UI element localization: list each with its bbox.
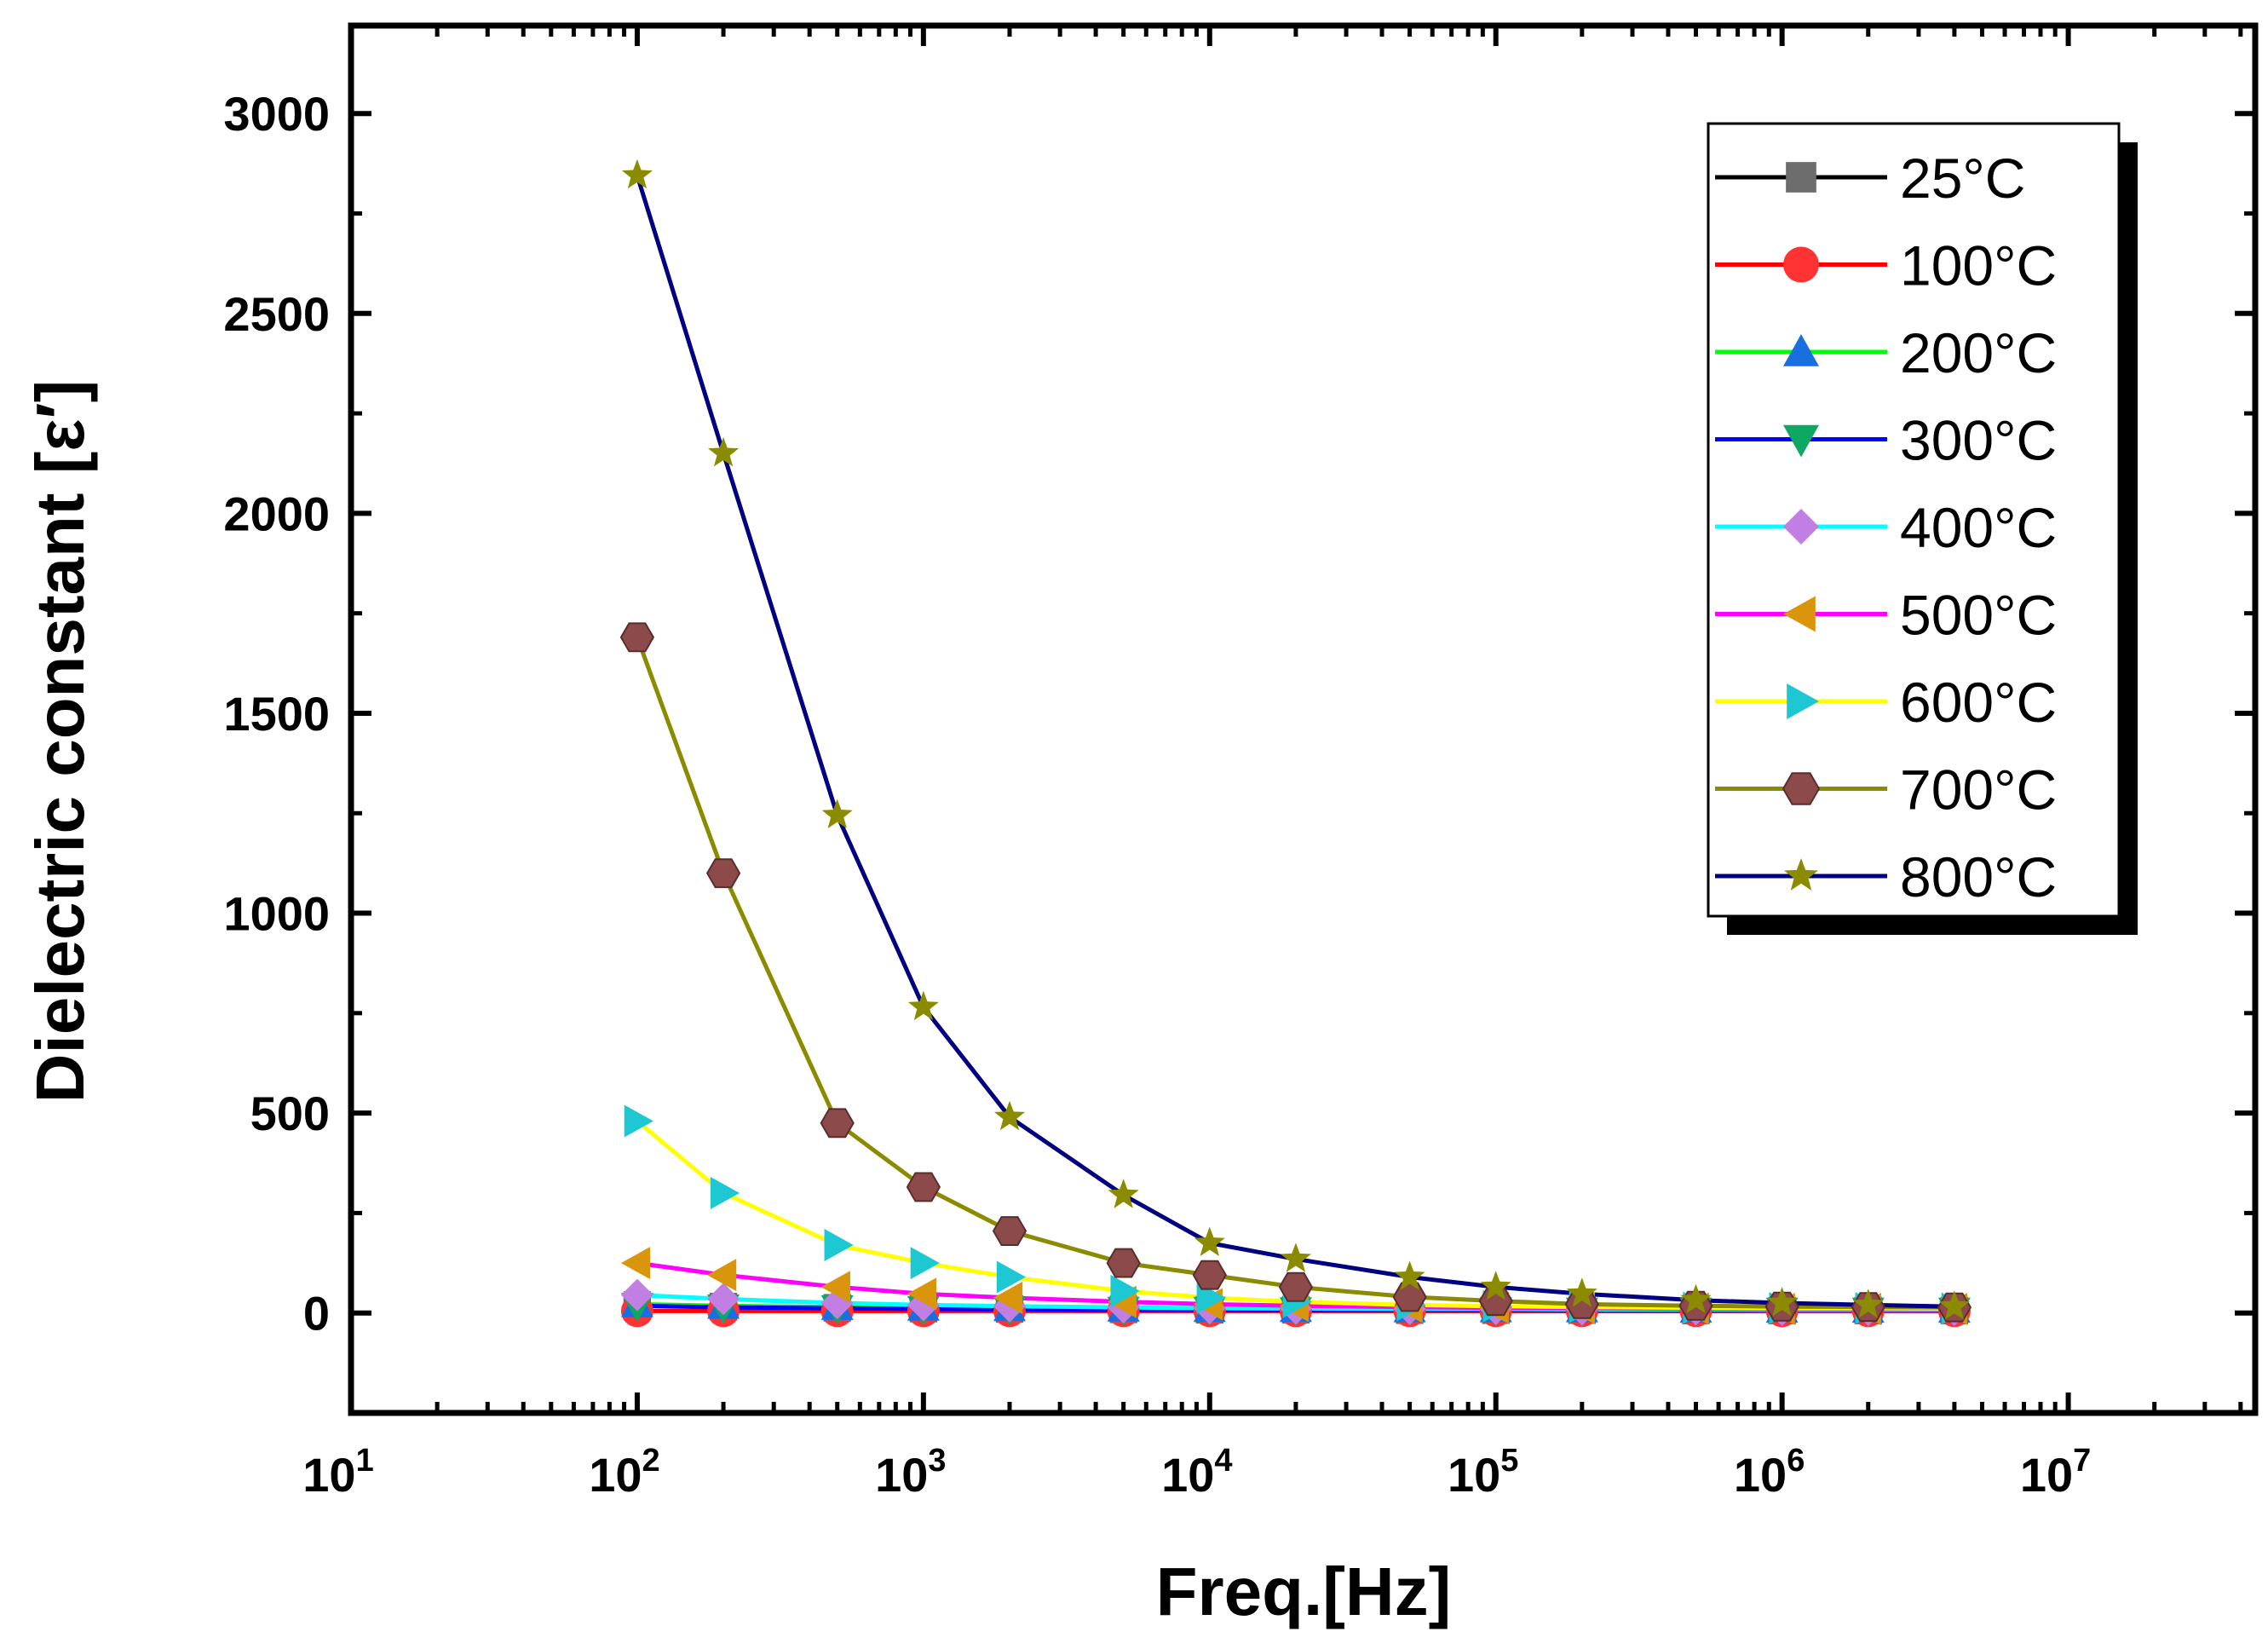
data-point bbox=[1110, 1274, 1140, 1307]
data-point bbox=[1108, 1179, 1139, 1208]
legend-marker bbox=[1784, 858, 1818, 891]
legend-entry: 600°C bbox=[1715, 671, 2057, 734]
y-tick-label: 2000 bbox=[223, 487, 330, 540]
legend-marker bbox=[1782, 772, 1821, 805]
x-tick-label: 107 bbox=[2020, 1443, 2091, 1502]
legend-marker bbox=[1783, 424, 1819, 458]
data-point bbox=[906, 1172, 941, 1202]
data-point bbox=[620, 1278, 653, 1312]
y-tick-label: 2500 bbox=[223, 287, 330, 341]
legend-label: 25°C bbox=[1900, 147, 2025, 210]
x-tick-label: 103 bbox=[875, 1443, 946, 1502]
legend-label: 300°C bbox=[1900, 409, 2057, 472]
x-tick-label: 105 bbox=[1448, 1443, 1518, 1502]
plot-content bbox=[619, 159, 1972, 1328]
legend-label: 400°C bbox=[1900, 496, 2057, 559]
data-point bbox=[992, 1216, 1028, 1246]
data-point bbox=[1278, 1271, 1314, 1302]
y-tick-label: 1000 bbox=[223, 887, 330, 941]
data-point bbox=[1852, 1289, 1884, 1318]
data-point bbox=[708, 437, 740, 467]
data-point bbox=[1766, 1287, 1798, 1317]
data-point bbox=[1394, 1260, 1425, 1290]
series-markers bbox=[619, 159, 1972, 1328]
x-tick-label: 101 bbox=[302, 1443, 373, 1502]
legend-label: 200°C bbox=[1900, 321, 2057, 384]
x-tick-label: 102 bbox=[589, 1443, 659, 1502]
legend-entry: 700°C bbox=[1715, 758, 2057, 822]
legend: 25°C 100°C 200°C 300°C 400°C 500°C 600°C 700°C 8… bbox=[1707, 122, 2138, 935]
y-tick-label: 0 bbox=[303, 1287, 330, 1341]
legend-label: 600°C bbox=[1900, 671, 2057, 734]
legend-marker bbox=[1783, 509, 1819, 545]
data-point bbox=[620, 1247, 651, 1280]
data-point bbox=[1680, 1283, 1712, 1314]
data-point bbox=[1566, 1277, 1597, 1307]
legend-marker bbox=[1783, 246, 1819, 283]
data-point bbox=[710, 1176, 740, 1209]
legend-marker bbox=[1787, 683, 1819, 719]
legend-label: 700°C bbox=[1900, 758, 2057, 822]
data-point bbox=[621, 159, 653, 189]
data-point bbox=[707, 1283, 740, 1316]
y-axis-title: Dielectric constant [ε′] bbox=[22, 380, 98, 1103]
data-point bbox=[1194, 1226, 1225, 1256]
data-point bbox=[996, 1260, 1026, 1294]
data-point bbox=[1280, 1243, 1311, 1272]
x-tick-label: 104 bbox=[1161, 1443, 1232, 1502]
y-tick-label: 1500 bbox=[223, 687, 330, 741]
plot-frame bbox=[348, 22, 2259, 1416]
legend-entry: 800°C bbox=[1715, 845, 2057, 908]
data-point bbox=[707, 1259, 737, 1292]
y-tick-label: 3000 bbox=[223, 87, 330, 141]
data-point bbox=[993, 1100, 1026, 1131]
data-point bbox=[820, 1271, 850, 1304]
legend-entry: 400°C bbox=[1715, 496, 2057, 559]
data-point bbox=[821, 799, 853, 828]
data-point bbox=[705, 858, 741, 889]
data-point bbox=[1192, 1260, 1227, 1290]
legend-box bbox=[1707, 122, 2121, 918]
y-tick-label: 500 bbox=[250, 1087, 330, 1140]
data-point bbox=[1480, 1271, 1511, 1300]
data-point bbox=[820, 1108, 855, 1139]
y-axis: 0 500 1000 1500 2000 2500 3000 bbox=[223, 87, 2255, 1415]
legend-marker bbox=[1783, 334, 1819, 366]
data-point bbox=[993, 1281, 1023, 1314]
legend-entry: 100°C bbox=[1715, 234, 2057, 297]
legend-entry: 500°C bbox=[1715, 584, 2057, 647]
data-point bbox=[624, 1104, 653, 1138]
legend-marker bbox=[1783, 596, 1816, 632]
legend-label: 800°C bbox=[1900, 845, 2057, 908]
legend-entry: 300°C bbox=[1715, 409, 2057, 472]
x-tick-label: 106 bbox=[1734, 1443, 1805, 1502]
x-axis-title: Freq.[Hz] bbox=[1156, 1554, 1452, 1629]
legend-entry: 25°C bbox=[1715, 147, 2025, 210]
x-axis: 101 102 103 104 105 106 107 bbox=[302, 26, 2243, 1502]
data-point bbox=[1392, 1282, 1427, 1312]
data-point bbox=[1938, 1290, 1970, 1320]
legend-entry: 200°C bbox=[1715, 321, 2057, 384]
data-point bbox=[907, 990, 939, 1021]
legend-label: 500°C bbox=[1900, 584, 2057, 647]
data-point bbox=[619, 622, 655, 653]
data-point bbox=[824, 1228, 854, 1261]
legend-marker bbox=[1786, 162, 1816, 193]
series-points-8 bbox=[621, 159, 1970, 1320]
data-point bbox=[910, 1247, 940, 1280]
data-point bbox=[1106, 1248, 1141, 1278]
data-point bbox=[907, 1277, 937, 1311]
legend-label: 100°C bbox=[1900, 234, 2057, 297]
